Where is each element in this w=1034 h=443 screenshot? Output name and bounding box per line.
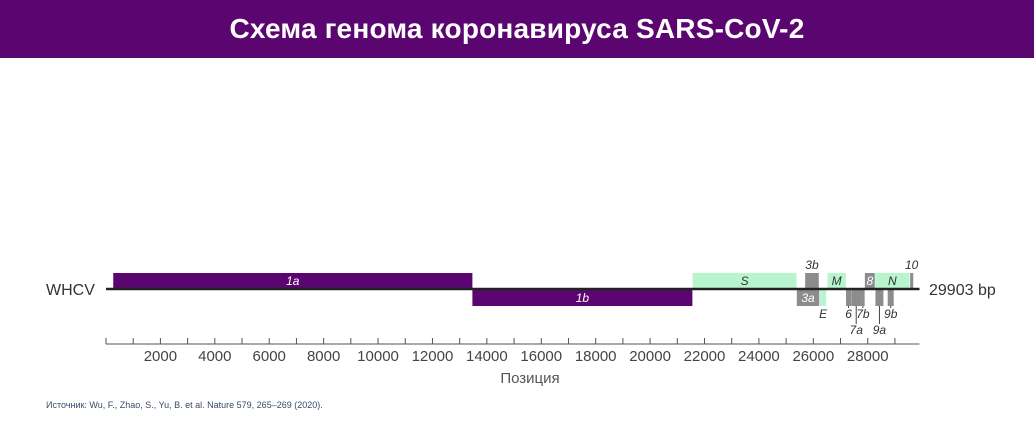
gene-1b-box (472, 290, 693, 306)
gene-6-label: 6 (845, 307, 852, 321)
axis-tick-label: 22000 (684, 348, 726, 365)
gene-3a-label: 3a (801, 291, 815, 305)
axis-tick-label: 10000 (357, 348, 399, 365)
axis-tick-label: 2000 (144, 348, 177, 365)
axis-tick-label: 18000 (575, 348, 617, 365)
genome-diagram: WHCV 29903 bp 1a 1b S 3b 3a E M 6 7a 7b 8 N 9a 9b 10 200… (46, 258, 996, 387)
gene-E-label: E (819, 307, 828, 321)
axis-tick-label: 4000 (198, 348, 231, 365)
axis-tick-label: 28000 (847, 348, 889, 365)
gene-7a-label: 7a (850, 323, 864, 337)
gene-6-box (846, 290, 852, 306)
axis-tick-label: 6000 (253, 348, 286, 365)
header-bar: Схема генома коронавируса SARS-CoV-2 (0, 0, 1034, 58)
gene-N-label: N (888, 274, 897, 288)
axis-tick-label: 16000 (520, 348, 562, 365)
gene-7b-label: 7b (856, 307, 870, 321)
gene-M-box (827, 273, 846, 289)
gene-3b-label: 3b (805, 258, 819, 272)
axis-tick-label: 12000 (412, 348, 454, 365)
position-axis: 2000 4000 6000 8000 10000 12000 14000 16000 1800… (105, 338, 920, 387)
gene-10-box (910, 273, 914, 289)
gene-3a-box (796, 290, 820, 306)
gene-9b-label: 9b (884, 307, 898, 321)
axis-tick-label: 20000 (629, 348, 671, 365)
gene-S-label: S (741, 274, 749, 288)
axis-tick-label: 24000 (738, 348, 780, 365)
gene-1a-label: 1a (286, 274, 300, 288)
genome-length-label: 29903 bp (929, 282, 996, 299)
gene-1b-label: 1b (576, 291, 590, 305)
gene-7b-box (861, 290, 865, 306)
axis-tick-label: 8000 (307, 348, 340, 365)
page-title: Схема генома коронавируса SARS-CoV-2 (229, 13, 805, 44)
gene-M-label: M (832, 274, 842, 288)
gene-9a-label: 9a (873, 323, 887, 337)
gene-E-box (819, 290, 827, 306)
gene-9a-box (875, 290, 884, 306)
axis-tick-label: 14000 (466, 348, 508, 365)
gene-9b-box (887, 290, 894, 306)
gene-8-box (864, 273, 875, 289)
features-layer: WHCV 29903 bp 1a 1b S 3b 3a E M 6 7a 7b 8 N 9a 9b 10 (46, 258, 996, 337)
axis-title: Позиция (500, 370, 559, 387)
source-note: Источник: Wu, F., Zhao, S., Yu, B. et al… (46, 400, 323, 410)
genome-name: WHCV (46, 282, 95, 299)
gene-S-box (692, 273, 797, 289)
gene-8-label: 8 (866, 274, 873, 288)
gene-3b-box (805, 273, 819, 289)
gene-7a-box (851, 290, 862, 306)
gene-1a-box (113, 273, 473, 289)
axis-tick-label: 26000 (792, 348, 834, 365)
gene-10-label: 10 (905, 258, 919, 272)
gene-N-box (875, 273, 910, 289)
